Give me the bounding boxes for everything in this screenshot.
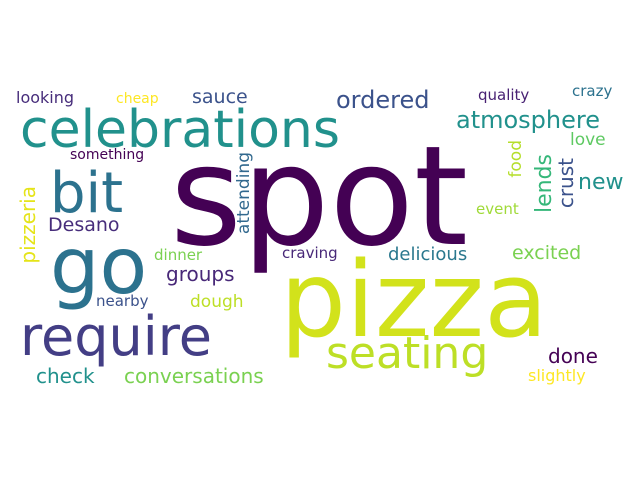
word-atmosphere: atmosphere bbox=[456, 106, 600, 134]
word-ordered: ordered bbox=[336, 86, 430, 114]
word-cheap: cheap bbox=[116, 91, 159, 107]
word-attending: attending bbox=[234, 152, 254, 235]
word-delicious: delicious bbox=[388, 244, 468, 265]
word-something: something bbox=[70, 147, 145, 163]
word-conversations: conversations bbox=[124, 364, 264, 388]
word-food: food bbox=[506, 140, 526, 178]
word-groups: groups bbox=[166, 262, 235, 286]
word-new: new bbox=[578, 170, 624, 195]
word-nearby: nearby bbox=[96, 292, 149, 310]
word-seating: seating bbox=[326, 328, 489, 379]
word-require: require bbox=[20, 305, 212, 368]
word-dinner: dinner bbox=[154, 246, 203, 264]
word-slightly: slightly bbox=[528, 366, 586, 385]
word-spot: spot bbox=[170, 116, 469, 277]
word-celebrations: celebrations bbox=[20, 100, 340, 160]
word-craving: craving bbox=[282, 244, 338, 262]
word-go: go bbox=[50, 222, 148, 312]
word-lends: lends bbox=[532, 154, 557, 214]
word-love: love bbox=[570, 130, 606, 150]
word-pizzeria: pizzeria bbox=[16, 186, 40, 264]
word-check: check bbox=[36, 364, 95, 388]
word-quality: quality bbox=[478, 86, 530, 104]
word-sauce: sauce bbox=[192, 86, 248, 108]
word-crazy: crazy bbox=[572, 82, 613, 100]
word-looking: looking bbox=[16, 88, 75, 107]
word-event: event bbox=[476, 200, 519, 218]
word-excited: excited bbox=[512, 242, 582, 264]
word-done: done bbox=[548, 344, 598, 368]
word-crust: crust bbox=[554, 158, 578, 209]
word-dough: dough bbox=[190, 292, 244, 312]
word-pizza: pizza bbox=[280, 239, 548, 361]
word-bit: bit bbox=[50, 161, 124, 226]
word-desano: Desano bbox=[48, 214, 120, 236]
